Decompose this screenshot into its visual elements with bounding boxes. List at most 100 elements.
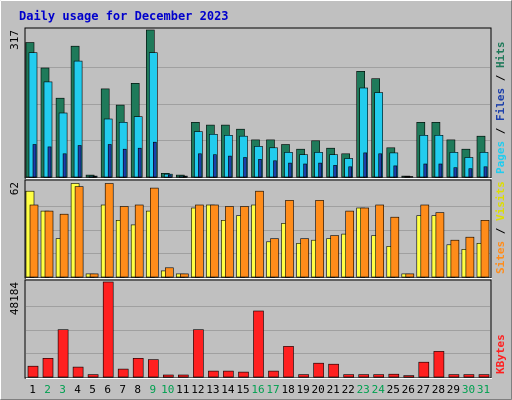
bar-pages [453,167,458,178]
day-label: 19 [296,383,309,396]
bar-kbytes [117,368,129,378]
day-label: 13 [206,383,219,396]
bar-pages [438,163,443,178]
y-max-label: 62 [8,182,21,195]
day-label: 29 [447,383,460,396]
bar-kbytes [178,374,189,378]
bar-sites [450,239,460,278]
bar-pages [228,155,232,178]
bar-pages [363,152,368,178]
day-label: 28 [432,383,445,396]
day-label: 15 [236,383,249,396]
bar-sites [435,212,445,278]
bar-sites [74,186,84,278]
bar-sites [225,206,234,278]
bar-sites [375,204,385,278]
legend-part: / [494,68,507,88]
bar-sites [270,238,279,278]
bar-sites [89,273,99,278]
legend-part: / [494,221,507,241]
bar-pages [77,145,82,178]
bar-kbytes [42,357,54,378]
bar-kbytes [328,363,339,378]
bar-sites [420,204,430,278]
bar-kbytes [238,371,249,378]
day-label: 3 [59,383,66,396]
bar-pages [393,165,398,178]
legend-part: KBytes [494,334,507,374]
chart-panels: 317 Pages / Files / Hits 62 Sites / Visits 4… [8,27,507,379]
day-label: 11 [176,383,189,396]
bar-sites [330,235,339,278]
bar-kbytes [72,366,84,378]
day-label: 6 [104,383,111,396]
bar-kbytes [298,374,309,378]
day-label: 17 [266,383,279,396]
legend-part: / [494,121,507,141]
day-label: 24 [372,383,386,396]
bar-sites [360,207,370,278]
day-label: 9 [149,383,156,396]
bar-sites [405,273,415,278]
day-label: 18 [281,383,294,396]
bar-kbytes [283,346,294,378]
bar-pages [168,174,172,178]
day-label: 14 [221,383,235,396]
day-labels: 1 2 3 4 5 6 7 8 9 10 11 12 13 14 15 16 17 18 19 20 21 22 23 24 2… [29,383,490,396]
bar-sites [59,213,69,278]
bar-kbytes [388,373,400,378]
bar-pages [107,144,112,178]
bar-sites [210,204,219,278]
bar-sites [150,187,159,278]
bar-kbytes [433,351,445,378]
day-label: 21 [327,383,340,396]
bar-pages [333,165,337,178]
bar-sites [195,204,204,278]
bar-kbytes [418,361,430,378]
bar-sites [104,183,114,278]
legend-part: Files [494,88,507,121]
day-label: 4 [74,383,81,396]
y-max-label: 317 [8,30,21,50]
bar-kbytes [223,370,234,378]
bar-sites [29,204,39,278]
day-label: 30 [462,383,475,396]
day-label: 27 [417,383,430,396]
bar-kbytes [478,374,490,378]
bar-pages [183,176,187,178]
legend-part: Visits [494,181,507,221]
bar-pages [92,176,97,178]
bar-pages [468,168,473,178]
panel-visits_sites: 62 Sites / Visits [8,179,507,279]
bar-sites [165,267,174,278]
bar-files [404,176,414,178]
bar-kbytes [27,365,39,378]
bar-kbytes [463,374,475,378]
bar-kbytes [253,310,264,378]
day-label: 10 [161,383,174,396]
bar-sites [300,238,309,278]
panel-kbytes: 48184 KBytes [8,279,507,379]
legend-part: Hits [494,42,507,69]
legend-part: Pages [494,141,507,174]
bar-sites [285,200,294,278]
day-label: 5 [89,383,96,396]
bar-kbytes [268,370,279,378]
bar-sites [315,200,324,278]
bar-pages [423,163,428,178]
bar-pages [62,153,67,178]
bar-sites [44,210,54,278]
bar-sites [134,204,144,278]
bar-kbytes [373,374,385,378]
bar-kbytes [313,362,324,378]
bar-pages [318,162,322,178]
bar-pages [273,160,277,178]
bar-kbytes [358,374,370,378]
bar-pages [378,153,383,178]
bar-sites [240,206,249,278]
bar-kbytes [87,374,99,378]
bar-pages [213,154,217,178]
bar-sites [480,220,490,278]
day-label: 20 [311,383,324,396]
